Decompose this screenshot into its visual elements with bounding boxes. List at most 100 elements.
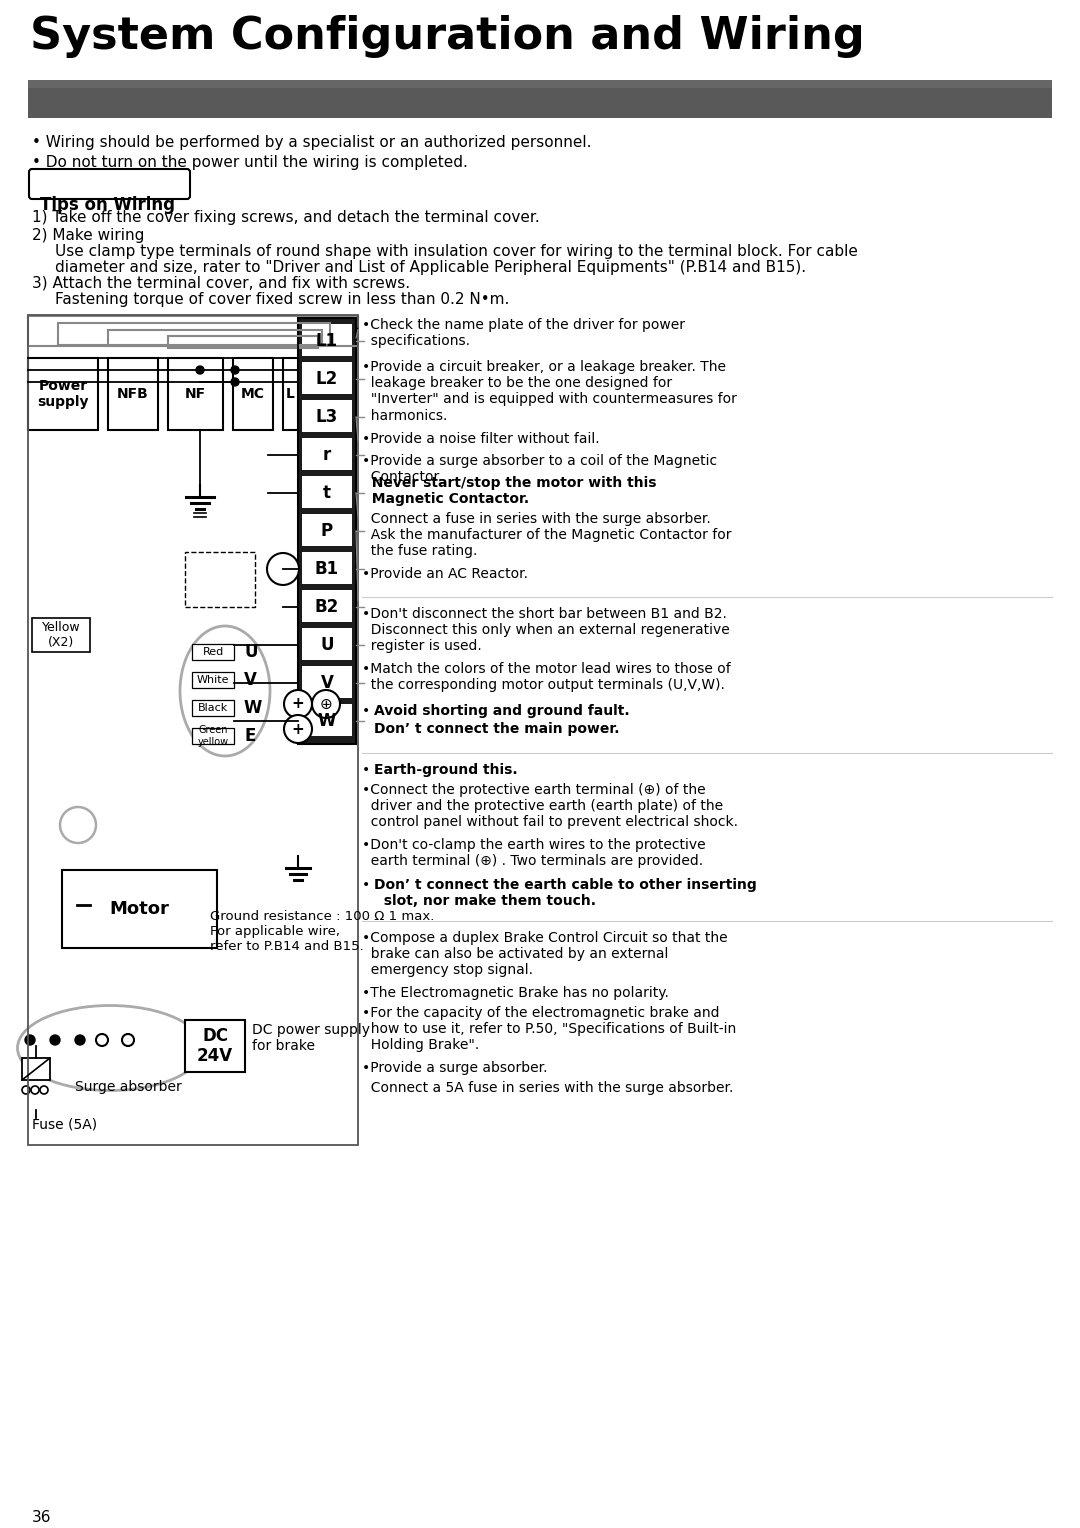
Bar <box>302 513 352 545</box>
Text: t: t <box>323 484 330 503</box>
Text: •Provide an AC Reactor.: •Provide an AC Reactor. <box>362 567 528 581</box>
Text: Earth-ground this.: Earth-ground this. <box>374 762 517 778</box>
Text: L1: L1 <box>316 332 338 350</box>
Text: •Don't disconnect the short bar between B1 and B2.
  Disconnect this only when a: •Don't disconnect the short bar between … <box>362 607 730 654</box>
Text: Green
yellow: Green yellow <box>198 726 229 747</box>
Text: L3: L3 <box>315 408 338 426</box>
Text: •Don't co-clamp the earth wires to the protective
  earth terminal (⊕) . Two ter: •Don't co-clamp the earth wires to the p… <box>362 837 705 868</box>
Bar <box>233 358 273 429</box>
Circle shape <box>284 691 312 718</box>
Text: Fuse (5A): Fuse (5A) <box>32 1118 97 1132</box>
Text: Fastening torque of cover fixed screw in less than 0.2 N•m.: Fastening torque of cover fixed screw in… <box>55 292 510 307</box>
Circle shape <box>267 553 299 585</box>
Bar <box>192 672 234 688</box>
Text: U: U <box>321 636 334 654</box>
Text: •The Electromagnetic Brake has no polarity.: •The Electromagnetic Brake has no polari… <box>362 986 669 999</box>
Text: Don’ t connect the main power.: Don’ t connect the main power. <box>374 723 620 736</box>
Text: Motor: Motor <box>109 900 170 918</box>
Bar <box>168 358 222 429</box>
Text: Don’ t connect the earth cable to other inserting
  slot, nor make them touch.: Don’ t connect the earth cable to other … <box>374 879 757 908</box>
Circle shape <box>231 367 239 374</box>
Text: ⊕: ⊕ <box>320 697 333 712</box>
Bar <box>108 358 158 429</box>
Text: •Match the colors of the motor lead wires to those of
  the corresponding motor : •Match the colors of the motor lead wire… <box>362 662 731 692</box>
Circle shape <box>96 1034 108 1047</box>
Bar <box>168 336 318 348</box>
Bar <box>62 869 217 947</box>
Bar <box>302 362 352 394</box>
Bar <box>302 324 352 356</box>
Bar <box>302 666 352 698</box>
Bar <box>22 1057 50 1080</box>
Text: •Check the name plate of the driver for power
  specifications.: •Check the name plate of the driver for … <box>362 318 685 348</box>
Text: •Provide a circuit breaker, or a leakage breaker. The
  leakage breaker to be th: •Provide a circuit breaker, or a leakage… <box>362 361 737 423</box>
Text: •Provide a surge absorber.: •Provide a surge absorber. <box>362 1060 548 1076</box>
Text: Tips on Wiring: Tips on Wiring <box>40 196 175 214</box>
Text: L2: L2 <box>315 370 338 388</box>
Text: +: + <box>292 697 305 712</box>
Text: •For the capacity of the electromagnetic brake and
  how to use it, refer to P.5: •For the capacity of the electromagnetic… <box>362 1005 737 1053</box>
Bar <box>185 1021 245 1073</box>
Circle shape <box>40 1086 48 1094</box>
Text: •Provide a surge absorber to a coil of the Magnetic
  Contactor.: •Provide a surge absorber to a coil of t… <box>362 454 717 484</box>
Text: 2) Make wiring: 2) Make wiring <box>32 228 145 243</box>
Text: U: U <box>244 643 257 662</box>
Bar <box>192 643 234 660</box>
Text: diameter and size, rater to "Driver and List of Applicable Peripheral Equipments: diameter and size, rater to "Driver and … <box>55 260 806 275</box>
Text: 3) Attach the terminal cover, and fix with screws.: 3) Attach the terminal cover, and fix wi… <box>32 277 410 290</box>
Circle shape <box>25 1034 35 1045</box>
Text: MC: MC <box>241 387 265 400</box>
Bar <box>192 727 234 744</box>
Text: •: • <box>362 762 370 778</box>
Text: •Connect the protective earth terminal (⊕) of the
  driver and the protective ea: •Connect the protective earth terminal (… <box>362 782 738 830</box>
Bar <box>32 617 90 652</box>
Circle shape <box>284 715 312 743</box>
Text: •Compose a duplex Brake Control Circuit so that the
  brake can also be activate: •Compose a duplex Brake Control Circuit … <box>362 931 728 978</box>
Circle shape <box>231 377 239 387</box>
Bar <box>108 330 322 345</box>
Circle shape <box>122 1034 134 1047</box>
Bar <box>28 316 357 345</box>
Bar <box>298 318 356 744</box>
Bar <box>302 477 352 507</box>
Text: NFB: NFB <box>117 387 149 400</box>
Text: +: + <box>292 721 305 736</box>
Circle shape <box>312 691 340 718</box>
Circle shape <box>75 1034 85 1045</box>
Text: L: L <box>286 387 295 400</box>
Text: Yellow
(X2): Yellow (X2) <box>42 620 80 649</box>
Text: 1) Take off the cover fixing screws, and detach the terminal cover.: 1) Take off the cover fixing screws, and… <box>32 209 540 225</box>
Text: NF: NF <box>185 387 206 400</box>
Text: •: • <box>362 879 370 892</box>
Bar <box>302 590 352 622</box>
Text: Use clamp type terminals of round shape with insulation cover for wiring to the : Use clamp type terminals of round shape … <box>55 244 858 260</box>
Circle shape <box>195 367 204 374</box>
Text: •: • <box>362 704 370 718</box>
Text: r: r <box>323 446 332 465</box>
Text: V: V <box>244 671 257 689</box>
Text: Never start/stop the motor with this
  Magnetic Contactor.: Never start/stop the motor with this Mag… <box>362 477 657 506</box>
Bar <box>302 704 352 736</box>
Bar <box>28 315 357 1144</box>
Text: Connect a fuse in series with the surge absorber.
  Ask the manufacturer of the : Connect a fuse in series with the surge … <box>362 512 731 558</box>
Bar <box>192 700 234 717</box>
Bar <box>58 322 330 345</box>
Bar <box>302 628 352 660</box>
Text: Red: Red <box>202 646 224 657</box>
Text: Wiring of the Main Circuit (E and F-frame): Wiring of the Main Circuit (E and F-fram… <box>38 119 462 138</box>
Circle shape <box>50 1034 60 1045</box>
Text: P: P <box>321 523 333 539</box>
Text: •Provide a noise filter without fail.: •Provide a noise filter without fail. <box>362 432 599 446</box>
Circle shape <box>31 1086 39 1094</box>
Bar <box>302 400 352 432</box>
Bar <box>28 89 1052 118</box>
Bar <box>283 358 298 429</box>
Bar <box>28 358 98 429</box>
Text: B2: B2 <box>315 597 339 616</box>
Text: White: White <box>197 675 229 685</box>
Text: DC power supply
for brake: DC power supply for brake <box>252 1022 370 1053</box>
Text: Connect a 5A fuse in series with the surge absorber.: Connect a 5A fuse in series with the sur… <box>362 1080 733 1096</box>
Text: V: V <box>321 674 334 692</box>
FancyBboxPatch shape <box>29 170 190 199</box>
Text: Power
supply: Power supply <box>37 379 89 410</box>
